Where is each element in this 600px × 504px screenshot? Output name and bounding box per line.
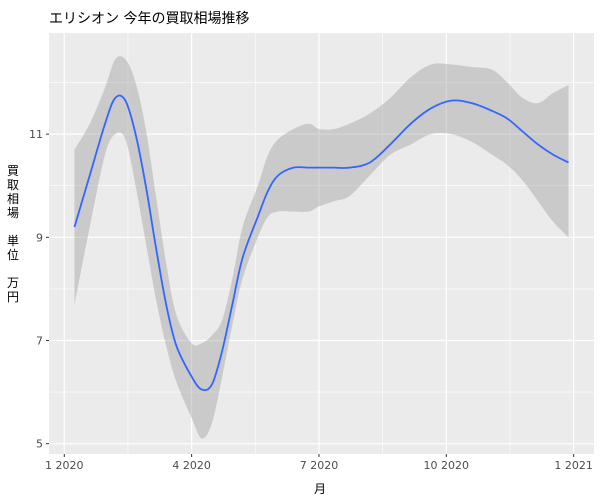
y-tick-label: 11 (29, 128, 43, 141)
x-tick-label: 1 2020 (45, 459, 84, 472)
y-axis-title-char: 単 (7, 234, 19, 248)
plot-panel (49, 33, 594, 454)
confidence-band (74, 56, 569, 439)
x-tick-label: 1 2021 (554, 459, 593, 472)
y-axis-title-char: 円 (7, 290, 19, 304)
y-axis-title-char: 万 (7, 276, 19, 290)
smooth-line-layer (73, 94, 569, 392)
chart-title: エリシオン 今年の買取相場推移 (49, 11, 249, 27)
y-axis-title-char: 位 (7, 247, 19, 262)
y-axis-title-char: 買 (7, 164, 19, 178)
grid-major (49, 33, 594, 454)
confidence-band-layer (74, 56, 569, 439)
y-axis: 5 7 9 11 (29, 128, 49, 451)
x-tick-label: 7 2020 (300, 459, 339, 472)
smooth-line (73, 94, 569, 392)
x-tick-label: 10 2020 (424, 459, 470, 472)
y-axis-title-char: 場 (7, 206, 19, 220)
x-tick-label: 4 2020 (172, 459, 211, 472)
x-axis-title: 月 (314, 482, 326, 496)
grid-minor (49, 33, 594, 454)
y-tick-label: 9 (36, 231, 43, 244)
y-tick-label: 5 (36, 438, 43, 451)
x-axis: 1 2020 4 2020 7 2020 10 2020 1 2021 (45, 454, 593, 472)
y-axis-title-char: 相 (7, 192, 19, 206)
y-axis-title-char: 取 (7, 178, 19, 192)
y-tick-label: 7 (36, 334, 43, 347)
